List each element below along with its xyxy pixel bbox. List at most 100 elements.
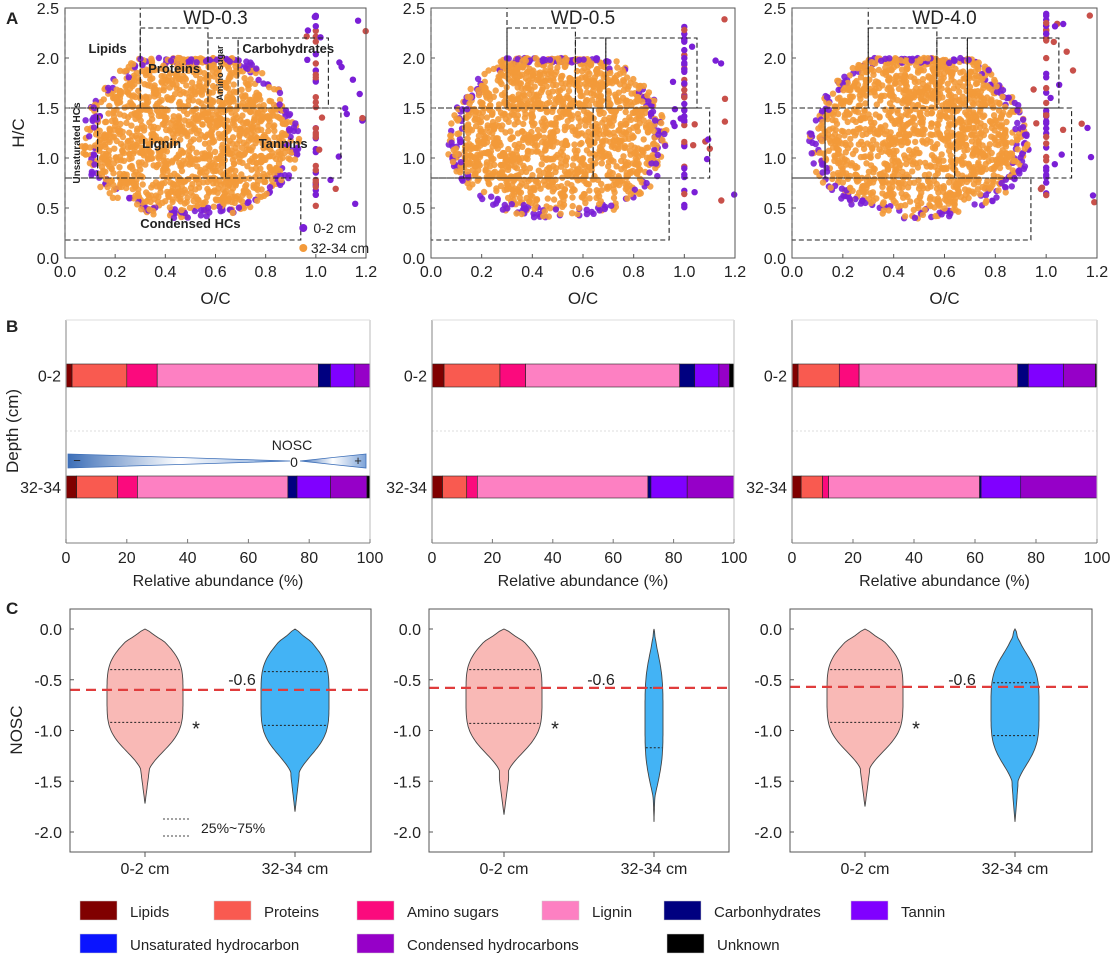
- scatter-point: [312, 38, 319, 45]
- scatter-point: [514, 144, 521, 151]
- scatter-point: [144, 82, 151, 89]
- scatter-point: [230, 81, 237, 88]
- y-tick-label: -1.0: [34, 724, 62, 741]
- scatter-point: [219, 108, 227, 116]
- category-label: 0-2: [404, 369, 427, 386]
- scatter-point: [596, 150, 603, 157]
- x-tick-label: 0.4: [521, 264, 543, 281]
- scatter-point: [1078, 120, 1085, 127]
- scatter-point: [474, 75, 482, 83]
- scatter-point: [962, 191, 969, 199]
- scatter-point: [133, 110, 140, 117]
- scatter-point: [514, 112, 522, 119]
- scatter-point: [977, 76, 984, 83]
- bar-segment-lignin: [525, 363, 680, 388]
- scatter-point: [499, 122, 506, 129]
- scatter-point: [254, 186, 261, 193]
- scatter-point: [196, 79, 203, 86]
- bar-segment-carbohydrates: [287, 475, 298, 499]
- scatter-point: [880, 207, 888, 214]
- y-tick-label: -0.5: [34, 673, 62, 690]
- scatter-point: [110, 181, 117, 189]
- scatter-point: [902, 130, 910, 138]
- scatter-point: [1087, 153, 1095, 161]
- scatter-point: [522, 95, 529, 103]
- scatter-point: [970, 61, 977, 69]
- scatter-point: [899, 99, 906, 107]
- scatter-point: [184, 194, 191, 202]
- scatter-point: [237, 151, 244, 158]
- scatter-point: [110, 160, 118, 167]
- scatter-point: [947, 99, 955, 107]
- scatter-point: [965, 175, 972, 182]
- scatter-point: [1019, 150, 1026, 157]
- scatter-point: [568, 210, 576, 217]
- x-tick-label: 20: [118, 550, 136, 567]
- scatter-point: [487, 152, 494, 160]
- scatter-point: [182, 90, 190, 97]
- scatter-point: [560, 109, 567, 116]
- scatter-point: [514, 130, 522, 137]
- scatter-point: [1021, 145, 1028, 153]
- scatter-point: [219, 141, 226, 148]
- scatter-point: [1086, 12, 1094, 19]
- scatter-panel-wd-4-0: WD-4.00.0 0.2 0.4 0.6 0.8 1.0 1.20.00.51.01.52…: [764, 1, 1108, 308]
- scatter-point: [955, 97, 962, 105]
- scatter-point: [622, 117, 629, 125]
- scatter-point: [847, 141, 854, 148]
- scatter-point: [227, 179, 234, 187]
- y-tick-label: 2.0: [37, 51, 59, 68]
- scatter-point: [552, 206, 560, 213]
- scatter-point: [909, 161, 916, 168]
- scatter-point: [905, 88, 913, 95]
- scatter-point: [984, 177, 991, 185]
- scatter-point: [866, 76, 873, 83]
- scatter-point: [211, 161, 219, 168]
- scatter-point: [282, 120, 289, 128]
- x-axis-label: Relative abundance (%): [859, 573, 1030, 590]
- scatter-point: [983, 197, 990, 205]
- scatter-point: [312, 99, 319, 106]
- scatter-point: [264, 137, 272, 144]
- scatter-point: [243, 127, 251, 135]
- scatter-point: [916, 89, 923, 96]
- scatter-point: [495, 116, 502, 123]
- scatter-point: [177, 136, 184, 143]
- scatter-point: [543, 109, 550, 116]
- scatter-point: [929, 65, 937, 73]
- scatter-point: [466, 184, 473, 191]
- scatter-point: [276, 96, 284, 104]
- scatter-point: [857, 153, 865, 161]
- scatter-point: [567, 75, 574, 82]
- scatter-point: [877, 125, 884, 132]
- scatter-point: [990, 172, 997, 179]
- scatter-point: [898, 190, 905, 197]
- scatter-point: [833, 103, 840, 110]
- scatter-point: [121, 179, 128, 187]
- scatter-point: [619, 66, 626, 74]
- y-tick-label: 1.0: [37, 151, 59, 168]
- scatter-point: [634, 95, 641, 102]
- scatter-point: [593, 57, 600, 64]
- scatter-point: [197, 212, 205, 219]
- scatter-point: [819, 179, 827, 186]
- violin-0-2cm: [106, 628, 184, 804]
- scatter-point: [831, 131, 839, 138]
- scatter-point: [529, 193, 536, 200]
- scatter-point: [623, 184, 631, 191]
- scatter-point: [870, 197, 877, 205]
- scatter-point: [881, 139, 888, 146]
- x-tick-label: 0: [428, 550, 437, 567]
- scatter-point: [562, 161, 570, 169]
- scatter-point: [526, 133, 533, 140]
- scatter-point: [179, 72, 187, 79]
- scatter-point: [532, 178, 539, 185]
- nosc-plus-sign: +: [354, 453, 362, 468]
- scatter-point: [490, 201, 497, 208]
- scatter-point: [913, 197, 921, 205]
- scatter-point: [174, 57, 181, 65]
- y-tick-label: 0.5: [37, 201, 59, 218]
- scatter-point: [171, 91, 179, 98]
- scatter-point: [579, 68, 586, 75]
